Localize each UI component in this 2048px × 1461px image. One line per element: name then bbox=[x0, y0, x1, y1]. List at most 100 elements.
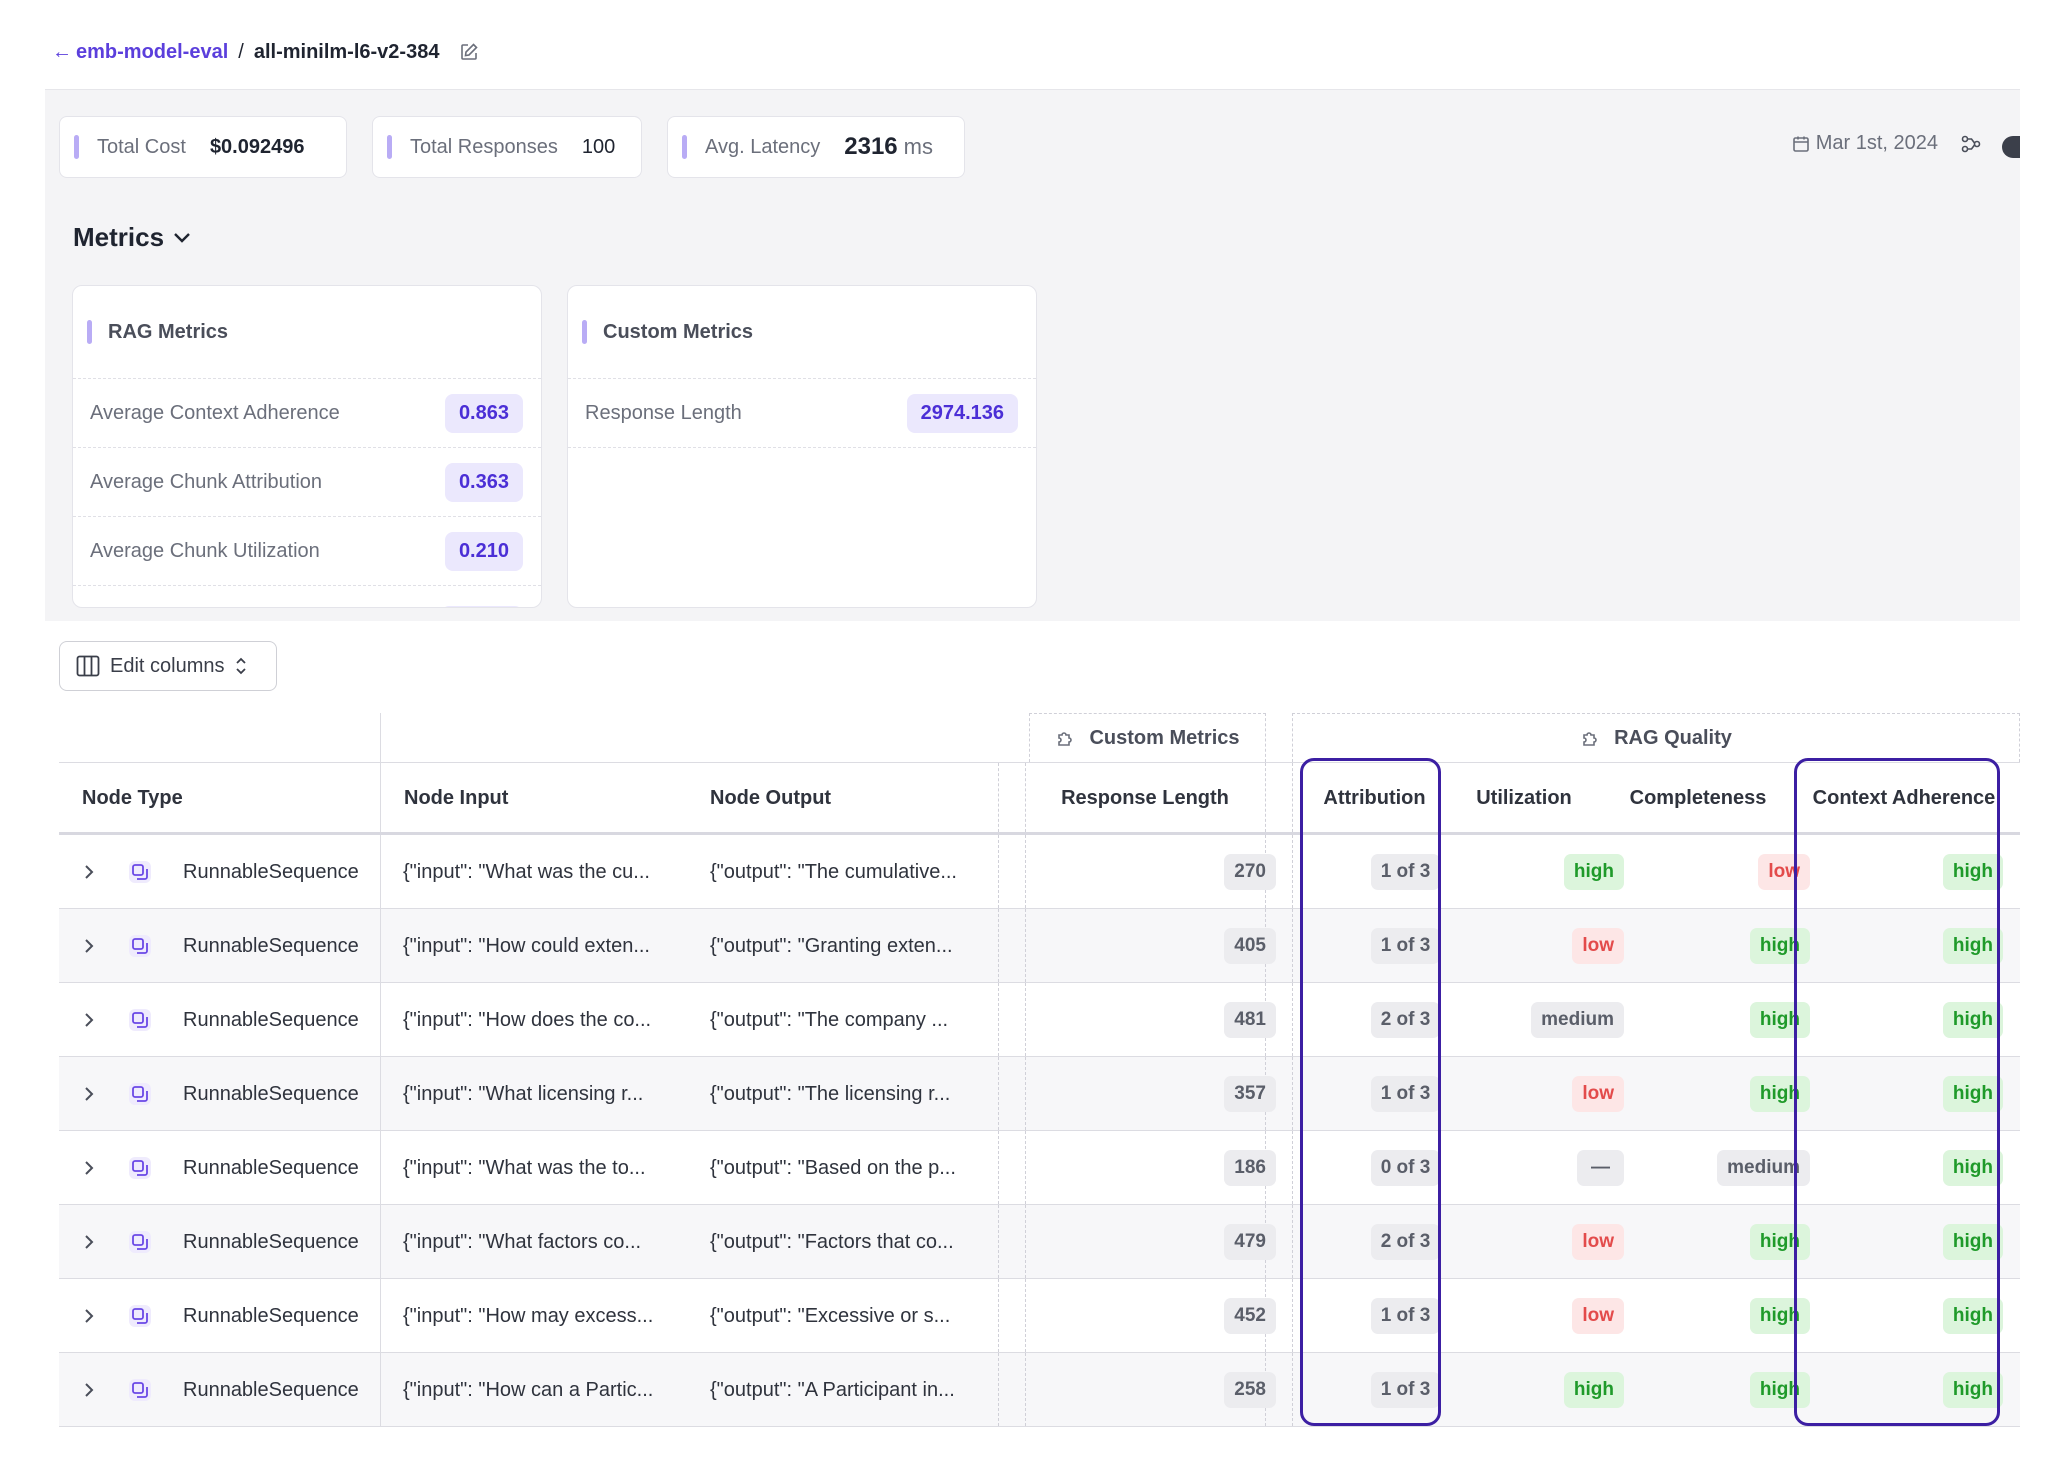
header-node-type[interactable]: Node Type bbox=[82, 786, 183, 809]
table-row[interactable]: RunnableSequence {"input": "What factors … bbox=[59, 1205, 2020, 1279]
metric-label: Average Chunk Utilization bbox=[90, 539, 320, 562]
columns-icon bbox=[76, 655, 100, 677]
group-label: RAG Quality bbox=[1614, 726, 1732, 749]
context-adherence-badge: high bbox=[1942, 854, 2003, 890]
attribution-badge: 1 of 3 bbox=[1370, 1076, 1441, 1112]
share-icon[interactable] bbox=[1960, 134, 1982, 154]
chevron-right-icon[interactable] bbox=[83, 983, 95, 1057]
chevron-right-icon[interactable] bbox=[83, 1279, 95, 1353]
node-input-cell: {"input": "What licensing r... bbox=[403, 1082, 644, 1105]
utilization-cell: high bbox=[1499, 1353, 1624, 1427]
edit-columns-button[interactable]: Edit columns bbox=[59, 641, 277, 691]
node-input-cell: {"input": "How may excess... bbox=[403, 1304, 654, 1327]
completeness-badge: low bbox=[1758, 854, 1810, 890]
table-row[interactable]: RunnableSequence {"input": "How can a Par… bbox=[59, 1353, 2020, 1427]
date-label: Mar 1st, 2024 bbox=[1815, 132, 1938, 154]
attribution-badge: 1 of 3 bbox=[1370, 1372, 1441, 1408]
avatar-edge[interactable] bbox=[2002, 136, 2020, 158]
completeness-badge: high bbox=[1749, 1372, 1810, 1408]
header-response-length[interactable]: Response Length bbox=[1061, 786, 1229, 809]
utilization-badge: — bbox=[1577, 1150, 1624, 1186]
response-length-value: 357 bbox=[1224, 1076, 1276, 1112]
attribution-badge: 1 of 3 bbox=[1370, 1298, 1441, 1334]
card-title: Custom Metrics bbox=[603, 320, 754, 343]
chevron-right-icon[interactable] bbox=[83, 1205, 95, 1279]
node-type-cell: RunnableSequence bbox=[183, 1230, 359, 1253]
stat-value: $0.092496 bbox=[209, 135, 305, 158]
utilization-badge: low bbox=[1572, 1298, 1624, 1334]
chevron-right-icon[interactable] bbox=[83, 1057, 95, 1131]
edit-name-icon[interactable] bbox=[459, 42, 479, 62]
header-attribution[interactable]: Attribution bbox=[1323, 786, 1426, 809]
table-row[interactable]: RunnableSequence {"input": "How does the … bbox=[59, 983, 2020, 1057]
completeness-badge: medium bbox=[1717, 1150, 1810, 1186]
breadcrumb: ← emb-model-eval / all-minilm-l6-v2-384 bbox=[52, 38, 479, 66]
completeness-cell: low bbox=[1639, 835, 1810, 909]
node-type-cell: RunnableSequence bbox=[183, 1304, 359, 1327]
table-row[interactable]: RunnableSequence {"input": "How could ext… bbox=[59, 909, 2020, 983]
toolbar-right: Mar 1st, 2024 bbox=[1792, 132, 1982, 155]
node-output-cell: {"output": "The company ... bbox=[710, 1008, 949, 1031]
node-type-cell: RunnableSequence bbox=[183, 1156, 359, 1179]
node-sequence-icon bbox=[127, 1131, 153, 1205]
utilization-cell: low bbox=[1499, 1279, 1624, 1353]
node-sequence-icon bbox=[127, 983, 153, 1057]
table-row[interactable]: RunnableSequence {"input": "How may exces… bbox=[59, 1279, 2020, 1353]
custom-metrics-card: Custom Metrics Response Length 2974.136 bbox=[567, 285, 1037, 608]
table-body: RunnableSequence {"input": "What was the … bbox=[59, 835, 2020, 1427]
response-length-cell: 357 bbox=[1109, 1057, 1276, 1131]
back-arrow-icon: ← bbox=[52, 40, 72, 63]
attribution-cell: 1 of 3 bbox=[1335, 835, 1476, 909]
metric-row: Response Length 2974.136 bbox=[568, 379, 1036, 448]
response-length-value: 481 bbox=[1224, 1002, 1276, 1038]
node-sequence-icon bbox=[127, 1057, 153, 1131]
node-sequence-icon bbox=[127, 909, 153, 983]
context-adherence-cell: high bbox=[1869, 909, 2003, 983]
stat-unit: ms bbox=[903, 134, 933, 159]
context-adherence-cell: high bbox=[1869, 835, 2003, 909]
table-row[interactable]: RunnableSequence {"input": "What was the … bbox=[59, 835, 2020, 909]
completeness-cell: high bbox=[1639, 983, 1810, 1057]
group-label: Custom Metrics bbox=[1089, 726, 1240, 749]
utilization-badge: high bbox=[1563, 854, 1624, 890]
utilization-badge: medium bbox=[1531, 1002, 1624, 1038]
chevron-right-icon[interactable] bbox=[83, 1131, 95, 1205]
node-output-cell: {"output": "The cumulative... bbox=[710, 860, 957, 883]
header-node-input[interactable]: Node Input bbox=[404, 786, 509, 809]
back-link[interactable]: ← emb-model-eval bbox=[52, 41, 228, 64]
header-node-output[interactable]: Node Output bbox=[710, 786, 832, 809]
date-picker[interactable]: Mar 1st, 2024 bbox=[1792, 132, 1938, 155]
header-context-adherence[interactable]: Context Adherence bbox=[1812, 786, 1996, 809]
edit-columns-label: Edit columns bbox=[110, 654, 225, 677]
node-type-cell: RunnableSequence bbox=[183, 934, 359, 957]
node-input-cell: {"input": "What was the cu... bbox=[403, 860, 650, 883]
metric-label: Average Context Adherence bbox=[90, 401, 340, 424]
metric-row: Average Chunk Attribution 0.363 bbox=[73, 448, 541, 517]
utilization-cell: — bbox=[1499, 1131, 1624, 1205]
node-output-cell: {"output": "A Participant in... bbox=[710, 1378, 955, 1401]
metric-label: Average Chunk Attribution bbox=[90, 470, 323, 493]
project-link[interactable]: emb-model-eval bbox=[76, 40, 229, 63]
context-adherence-badge: high bbox=[1942, 928, 2003, 964]
header-utilization[interactable]: Utilization bbox=[1476, 786, 1572, 809]
metrics-toggle[interactable]: Metrics bbox=[73, 222, 192, 253]
breadcrumb-separator: / bbox=[238, 40, 244, 63]
utilization-cell: medium bbox=[1499, 983, 1624, 1057]
table-row[interactable]: RunnableSequence {"input": "What was the … bbox=[59, 1131, 2020, 1205]
chevron-right-icon[interactable] bbox=[83, 909, 95, 983]
context-adherence-badge: high bbox=[1942, 1002, 2003, 1038]
table-row[interactable]: RunnableSequence {"input": "What licensin… bbox=[59, 1057, 2020, 1131]
metric-row-partial bbox=[73, 586, 541, 607]
card-title: RAG Metrics bbox=[108, 320, 229, 343]
response-length-cell: 481 bbox=[1109, 983, 1276, 1057]
response-length-cell: 186 bbox=[1109, 1131, 1276, 1205]
response-length-cell: 452 bbox=[1109, 1279, 1276, 1353]
completeness-cell: high bbox=[1639, 909, 1810, 983]
context-adherence-badge: high bbox=[1942, 1150, 2003, 1186]
chevron-right-icon[interactable] bbox=[83, 835, 95, 909]
context-adherence-badge: high bbox=[1942, 1224, 2003, 1260]
completeness-cell: high bbox=[1639, 1353, 1810, 1427]
utilization-badge: low bbox=[1572, 1224, 1624, 1260]
chevron-right-icon[interactable] bbox=[83, 1353, 95, 1427]
header-completeness[interactable]: Completeness bbox=[1629, 786, 1767, 809]
